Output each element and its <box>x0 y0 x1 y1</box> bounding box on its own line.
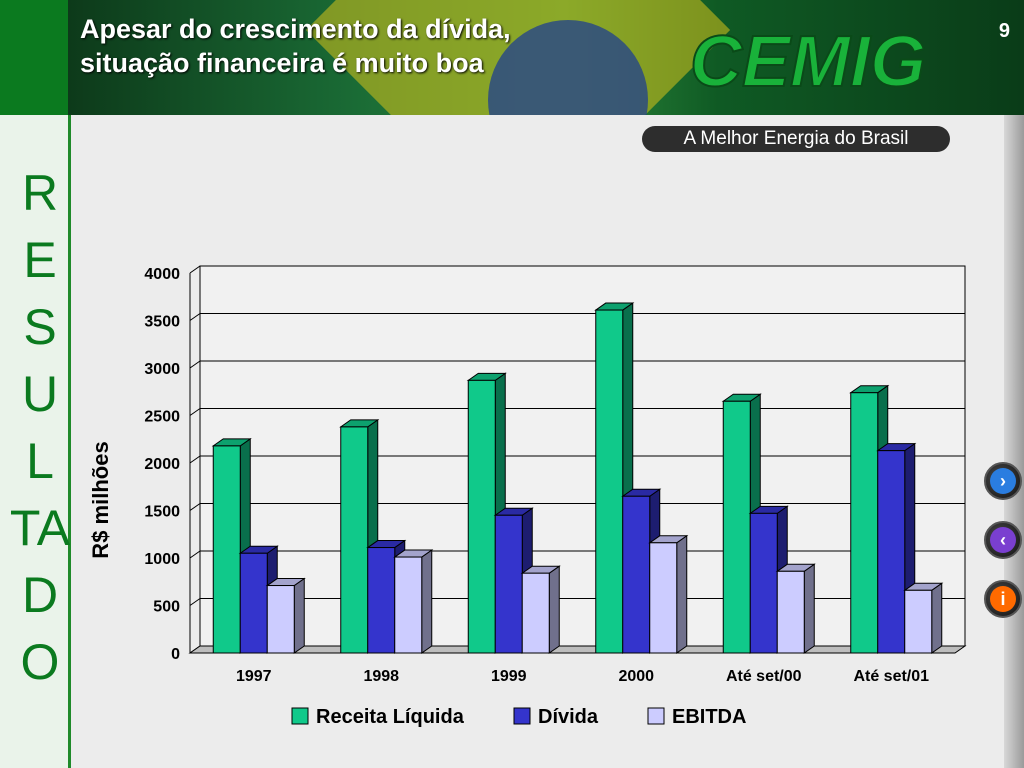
bar <box>239 552 268 654</box>
bar <box>649 542 678 654</box>
legend-swatch <box>647 707 665 725</box>
y-tick-label: 500 <box>153 599 180 616</box>
gridline-depth <box>189 550 201 559</box>
sidebar-letter: R <box>21 165 59 221</box>
bar <box>266 585 295 654</box>
y-tick-label: 0 <box>171 646 180 663</box>
x-tick-label: 1997 <box>236 668 272 685</box>
info-button[interactable]: i <box>984 580 1022 618</box>
chart-floor <box>188 645 967 654</box>
sidebar-letter: D <box>21 567 59 623</box>
bar <box>367 547 396 654</box>
bar-side <box>421 549 433 654</box>
x-tick-label: 2000 <box>618 668 654 685</box>
bar <box>494 514 523 654</box>
bar <box>877 450 906 654</box>
y-tick-label: 2500 <box>144 409 180 426</box>
x-tick-label: Até set/00 <box>726 668 802 685</box>
gridline-depth <box>189 503 201 511</box>
gridline-depth <box>189 313 201 321</box>
legend-label: Receita Líquida <box>316 706 465 728</box>
bar <box>749 512 778 654</box>
gridline-depth <box>189 455 201 464</box>
chevron-left-icon: ‹ <box>990 527 1016 553</box>
x-tick-label: Até set/01 <box>853 668 929 685</box>
header-banner <box>68 0 1024 115</box>
y-tick-label: 1500 <box>144 504 180 521</box>
bar <box>394 556 423 654</box>
chevron-right-icon: › <box>990 468 1016 494</box>
x-tick-label: 1999 <box>491 668 527 685</box>
sidebar-letter: TA <box>9 500 71 556</box>
chart-axes: 0 500 1000 1500 2000 2500 3000 3500 4000 1997 1998… <box>144 266 929 685</box>
bar-side <box>931 582 943 654</box>
vertical-word-resultado: R E S U L TA D O <box>0 160 80 696</box>
bar-side <box>676 534 688 654</box>
bar <box>521 572 550 654</box>
sidebar-letter: S <box>23 299 57 355</box>
previous-slide-button[interactable]: ‹ <box>984 521 1022 559</box>
y-tick-label: 1000 <box>144 551 180 568</box>
logo-wordmark: CEMIG <box>690 22 926 100</box>
gridline-depth <box>189 360 201 369</box>
bar <box>340 426 369 654</box>
bar-side <box>293 577 305 654</box>
legend-label: Dívida <box>538 706 599 728</box>
legend-label: EBITDA <box>672 706 746 728</box>
chart-bars <box>211 302 944 654</box>
y-tick-label: 3000 <box>144 361 180 378</box>
legend-swatch <box>513 707 531 725</box>
tagline-badge: A Melhor Energia do Brasil <box>642 126 950 152</box>
info-icon: i <box>990 586 1016 612</box>
title-line-2: situação financeira é muito boa <box>80 48 484 78</box>
cemig-logo: CEMIG <box>689 21 927 100</box>
bar <box>595 309 624 654</box>
chart-legend: Receita Líquida Dívida EBITDA <box>291 706 746 728</box>
bar <box>467 379 496 654</box>
page-title: Apesar do crescimento da dívida, situaçã… <box>80 12 511 80</box>
gridline-depth <box>189 408 201 416</box>
y-tick-label: 2000 <box>144 456 180 473</box>
sidebar-header-block <box>0 0 68 115</box>
y-tick-label: 3500 <box>144 314 180 331</box>
bar <box>722 400 751 654</box>
bar-side <box>548 565 560 654</box>
sidebar-letter: E <box>23 232 57 288</box>
next-slide-button[interactable]: › <box>984 462 1022 500</box>
y-tick-label: 4000 <box>144 266 180 283</box>
bar <box>622 495 651 654</box>
bar <box>776 570 805 654</box>
page-number: 9 <box>998 20 1010 42</box>
bar-side <box>803 563 815 654</box>
legend-swatch <box>291 707 309 725</box>
sidebar: R E S U L TA D O <box>0 0 71 768</box>
x-tick-label: 1998 <box>363 668 399 685</box>
gridline-depth <box>189 265 201 274</box>
sidebar-letter: O <box>20 634 60 690</box>
chart-grid <box>188 265 967 654</box>
sidebar-letter: U <box>21 366 59 422</box>
sidebar-letter: L <box>26 433 54 489</box>
title-line-1: Apesar do crescimento da dívida, <box>80 14 511 44</box>
bar <box>904 589 933 654</box>
gridline-depth <box>189 598 201 606</box>
bar <box>212 445 241 654</box>
y-axis-label: R$ milhões <box>88 441 113 558</box>
bar <box>850 392 879 654</box>
